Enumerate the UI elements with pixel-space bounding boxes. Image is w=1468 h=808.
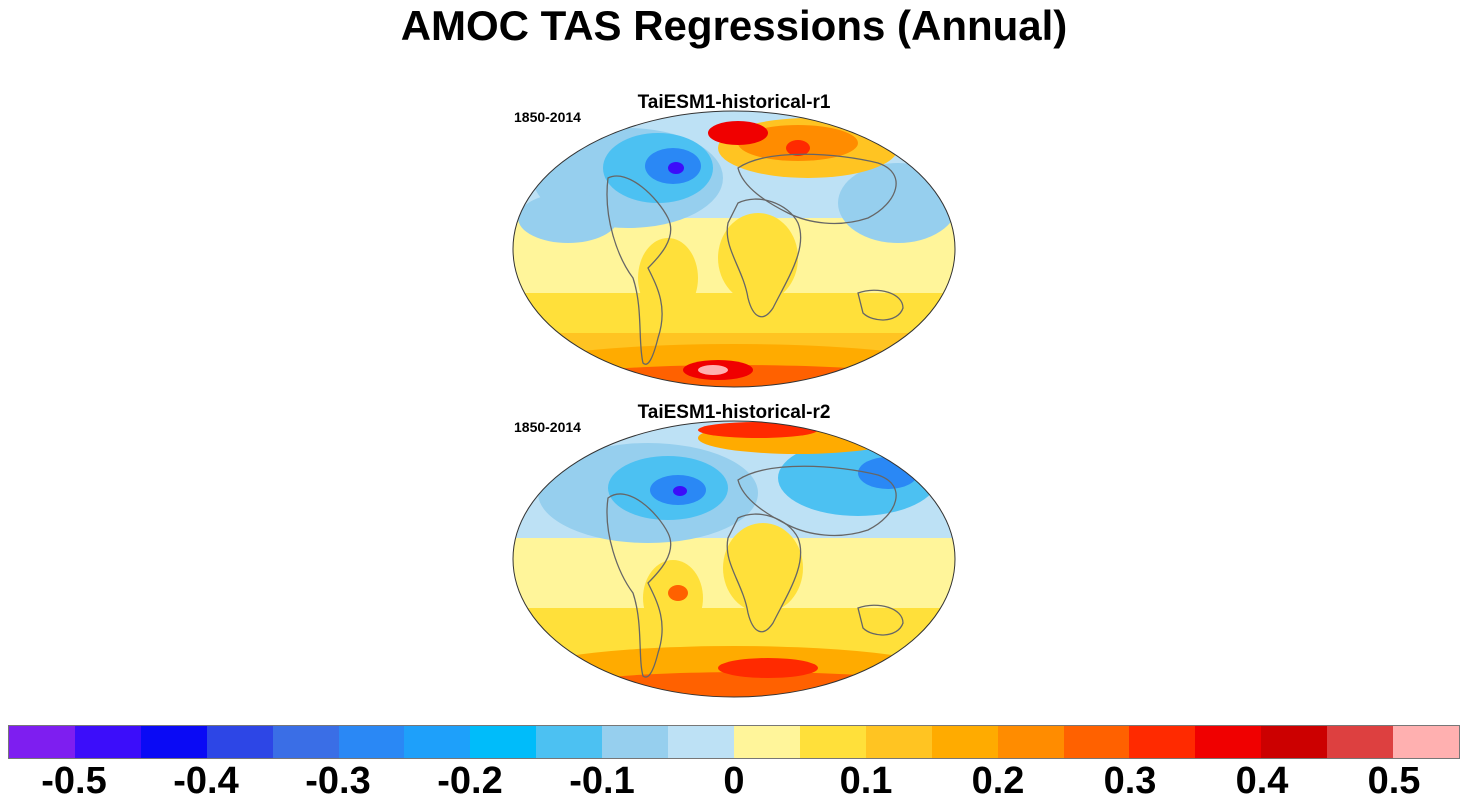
colorbar-tick-label: 0 <box>723 760 745 802</box>
colorbar-tick-label: 0.2 <box>971 760 1025 802</box>
colorbar-box <box>74 726 141 758</box>
colorbar-box <box>1327 726 1394 758</box>
colorbar <box>8 725 1460 759</box>
colorbar-box <box>206 726 273 758</box>
colorbar-box <box>1063 726 1130 758</box>
colorbar-tick-label: 0.1 <box>839 760 893 802</box>
panel-period: 1850-2014 <box>514 419 581 435</box>
world-map-r2 <box>512 420 956 698</box>
colorbar-tick-label: 0.5 <box>1367 760 1421 802</box>
world-map-r1 <box>512 110 956 388</box>
colorbar-tick-label: 0.4 <box>1235 760 1289 802</box>
colorbar-box <box>272 726 339 758</box>
colorbar-box <box>1393 726 1459 758</box>
panel-period: 1850-2014 <box>514 109 581 125</box>
colorbar-box <box>865 726 932 758</box>
colorbar-box <box>799 726 866 758</box>
colorbar-tick-label: -0.2 <box>437 760 503 802</box>
map-panel-r2: TaiESM1-historical-r2 1850-2014 <box>508 402 960 702</box>
colorbar-box <box>931 726 998 758</box>
colorbar-box <box>1261 726 1328 758</box>
colorbar-box <box>140 726 207 758</box>
colorbar-tick-label: 0.3 <box>1103 760 1157 802</box>
colorbar-box <box>9 726 75 758</box>
colorbar-box <box>338 726 405 758</box>
colorbar-box <box>997 726 1064 758</box>
colorbar-box <box>668 726 734 758</box>
colorbar-box <box>536 726 603 758</box>
colorbar-tick-label: -0.3 <box>305 760 371 802</box>
colorbar-box <box>1129 726 1196 758</box>
colorbar-box <box>404 726 471 758</box>
colorbar-labels: -0.5 -0.4 -0.3 -0.2 -0.1 0 0.1 0.2 0.3 0.4 0.5 <box>8 760 1460 806</box>
panel-title: TaiESM1-historical-r2 <box>637 402 831 423</box>
figure-title: AMOC TAS Regressions (Annual) <box>400 2 1068 49</box>
colorbar-box <box>602 726 669 758</box>
colorbar-tick-label: -0.1 <box>569 760 635 802</box>
colorbar-box <box>470 726 537 758</box>
colorbar-box <box>733 726 800 758</box>
colorbar-tick-label: -0.5 <box>41 760 107 802</box>
colorbar-box <box>1195 726 1262 758</box>
map-panel-r1: TaiESM1-historical-r1 1850-2014 <box>508 92 960 392</box>
colorbar-tick-label: -0.4 <box>173 760 239 802</box>
panel-title: TaiESM1-historical-r1 <box>637 92 831 113</box>
